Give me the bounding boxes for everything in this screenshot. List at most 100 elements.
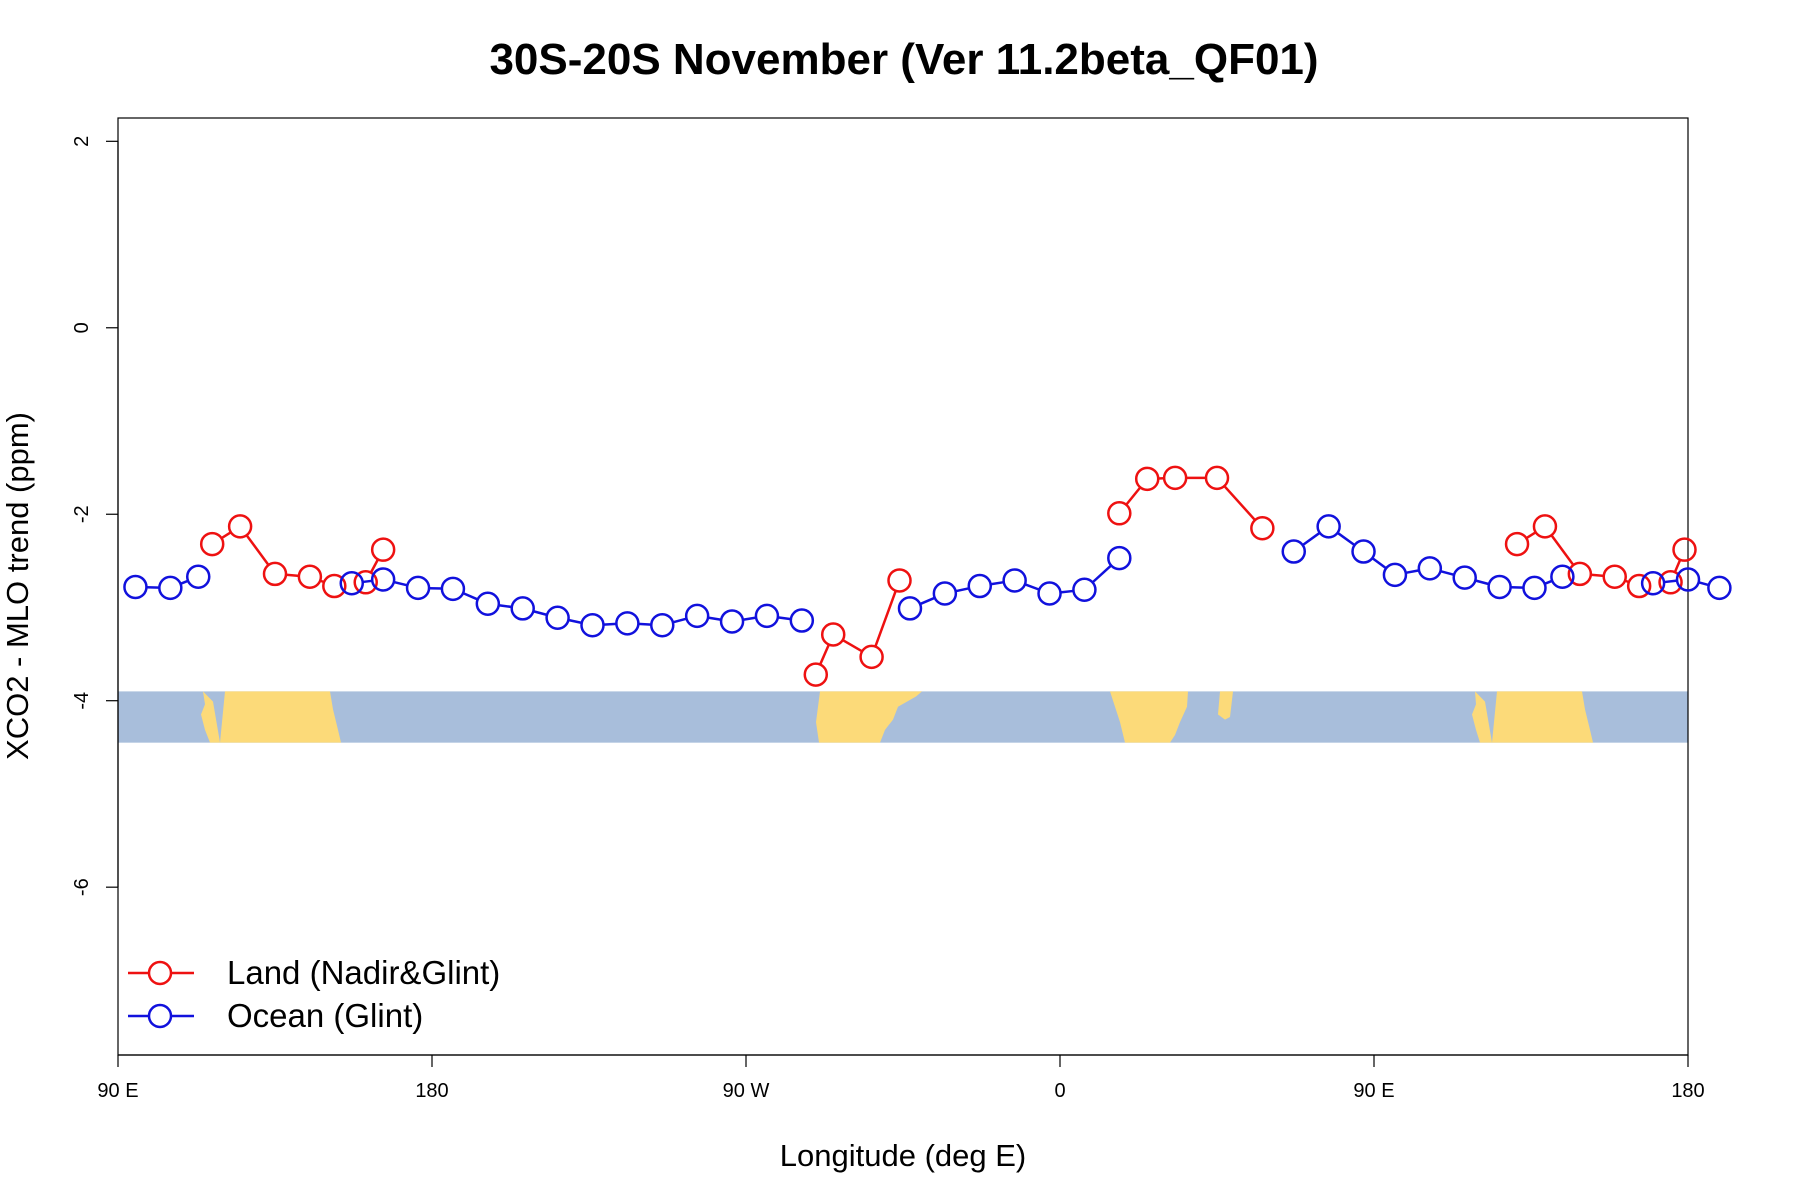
series-line-segment [285, 573, 300, 578]
map-band [118, 691, 1688, 743]
series-line-segment [1024, 583, 1040, 591]
series-line-segment [180, 579, 189, 585]
series-group [123, 465, 1732, 687]
data-point [1522, 575, 1547, 601]
series-line-segment [462, 592, 479, 601]
data-point [1626, 573, 1652, 599]
series-line-segment [919, 596, 936, 606]
data-point [1107, 501, 1132, 526]
data-point [1204, 465, 1230, 491]
series-line-segment [819, 644, 830, 666]
series-line-segment [1525, 531, 1537, 540]
x-axis-label: Longitude (deg E) [780, 1138, 1026, 1173]
y-axis-label: XCO2 - MLO trend (ppm) [0, 412, 35, 760]
series-line-segment [1590, 573, 1604, 578]
series-line-segment [874, 590, 897, 647]
series-line-segment [1223, 485, 1256, 521]
legend-marker [147, 960, 173, 986]
x-tick-label: 90 E [97, 1080, 138, 1102]
data-point [719, 609, 745, 634]
series-line-segment [842, 638, 863, 653]
data-point [199, 531, 225, 557]
data-point [684, 603, 710, 629]
data-point [1504, 531, 1530, 557]
series-line-segment [369, 558, 380, 574]
series-line-segment [1673, 559, 1682, 573]
legend-marker [147, 1003, 173, 1029]
series-line-segment [1698, 581, 1710, 587]
series-line-segment [220, 531, 232, 540]
series-line-segment [1336, 531, 1356, 547]
data-point [1707, 575, 1732, 601]
series-line-segment [362, 579, 373, 584]
series-line-segment [672, 617, 687, 624]
legend-label: Ocean (Glint) [227, 997, 423, 1034]
data-point [1107, 545, 1132, 571]
data-point [1382, 562, 1408, 588]
series-line-segment [1060, 589, 1074, 594]
data-point [1658, 570, 1683, 595]
data-point [650, 612, 675, 638]
land-africa [1110, 691, 1188, 743]
data-point [859, 644, 884, 670]
data-point [1250, 515, 1275, 541]
land-madagascar [1218, 691, 1233, 720]
data-point [1072, 577, 1097, 603]
data-point [1602, 564, 1627, 589]
series-line-segment [1440, 569, 1455, 577]
data-point [339, 570, 365, 596]
data-point [1532, 514, 1558, 539]
x-axis: 90 E 180 90 W 0 90 E 180 [97, 1054, 1705, 1102]
data-point [297, 564, 323, 589]
x-tick-label: 0 [1054, 1080, 1065, 1102]
data-point [897, 596, 923, 621]
chart-title: 30S-20S November (Ver 11.2beta_QF01) [489, 35, 1318, 84]
data-point [1487, 574, 1512, 600]
data-point [1037, 581, 1062, 606]
x-tick-label: 90 E [1353, 1080, 1394, 1102]
data-point [1567, 561, 1593, 587]
data-point [887, 568, 912, 593]
series-line-segment [638, 622, 652, 626]
land-south-america [816, 691, 922, 743]
series-line-segment [1544, 579, 1553, 585]
series-line-segment [777, 616, 792, 621]
data-point [262, 561, 288, 587]
series-line-segment [955, 587, 970, 593]
data-point [1640, 570, 1666, 596]
data-point [1452, 565, 1477, 590]
data-point [1351, 539, 1376, 564]
data-point [475, 591, 501, 616]
series-line-segment [990, 580, 1004, 586]
data-point [967, 573, 993, 599]
series-line-segment [1371, 557, 1387, 570]
data-point [227, 514, 253, 539]
data-point [1162, 465, 1188, 491]
series-line-segment [742, 616, 757, 621]
data-point [789, 608, 815, 633]
land-australia-repeat [1472, 691, 1593, 743]
plot-frame [117, 117, 1689, 1056]
series-line-segment [533, 610, 548, 617]
data-point [754, 603, 780, 629]
series-line-segment [245, 534, 270, 566]
x-tick-label: 180 [1671, 1080, 1704, 1102]
series-line-segment [1550, 534, 1575, 566]
y-tick-label: -2 [71, 505, 93, 523]
data-point [1281, 539, 1307, 564]
data-point [510, 596, 535, 621]
x-tick-label: 90 W [723, 1080, 770, 1102]
series-line-segment [568, 618, 582, 625]
data-point [370, 567, 396, 592]
series-line-segment [1125, 486, 1142, 506]
y-tick-label: -6 [71, 878, 93, 896]
series-line-segment [1663, 579, 1678, 584]
series-line-segment [1405, 569, 1420, 575]
series-ocean [123, 514, 1732, 638]
data-point [932, 581, 958, 606]
data-point [820, 622, 846, 647]
data-point [353, 570, 378, 595]
data-point [1417, 556, 1443, 581]
data-point [1316, 514, 1341, 539]
